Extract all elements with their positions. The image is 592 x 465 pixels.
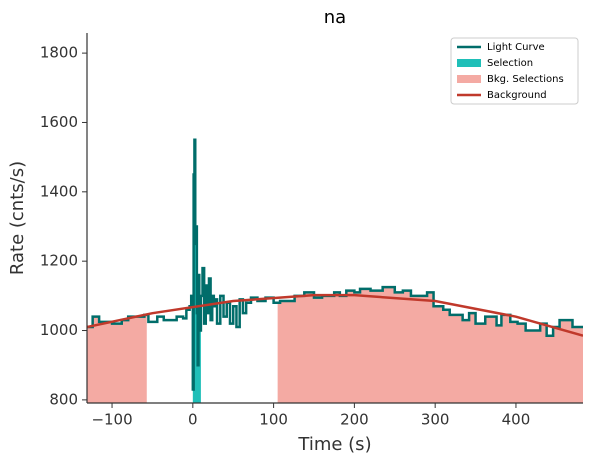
x-tick-label: 0: [188, 411, 198, 429]
y-tick-label: 1400: [40, 182, 78, 200]
y-tick-label: 1200: [40, 252, 78, 270]
x-tick-label: 400: [502, 411, 531, 429]
legend-swatch: [457, 75, 481, 83]
y-tick-label: 1000: [40, 321, 78, 339]
span-area: [87, 314, 147, 403]
series-line: [87, 293, 583, 337]
y-tick-label: 1600: [40, 113, 78, 131]
x-tick-label: 100: [259, 411, 288, 429]
legend-swatch: [457, 59, 481, 67]
y-axis-label: Rate (cnts/s): [7, 161, 28, 275]
legend-label: Light Curve: [487, 42, 545, 53]
legend-label: Selection: [487, 58, 533, 69]
chart-title: na: [324, 7, 346, 28]
legend-box: [450, 37, 579, 105]
x-tick-label: 300: [421, 411, 450, 429]
legend-label: Bkg. Selections: [487, 74, 564, 85]
x-tick-label: 200: [340, 411, 369, 429]
span-area: [277, 287, 583, 403]
x-axis-label: Time (s): [297, 434, 371, 455]
y-tick-label: 800: [49, 390, 78, 408]
legend-label: Background: [487, 90, 547, 101]
y-tick-label: 1800: [40, 44, 78, 62]
x-tick-label: −100: [91, 411, 132, 429]
